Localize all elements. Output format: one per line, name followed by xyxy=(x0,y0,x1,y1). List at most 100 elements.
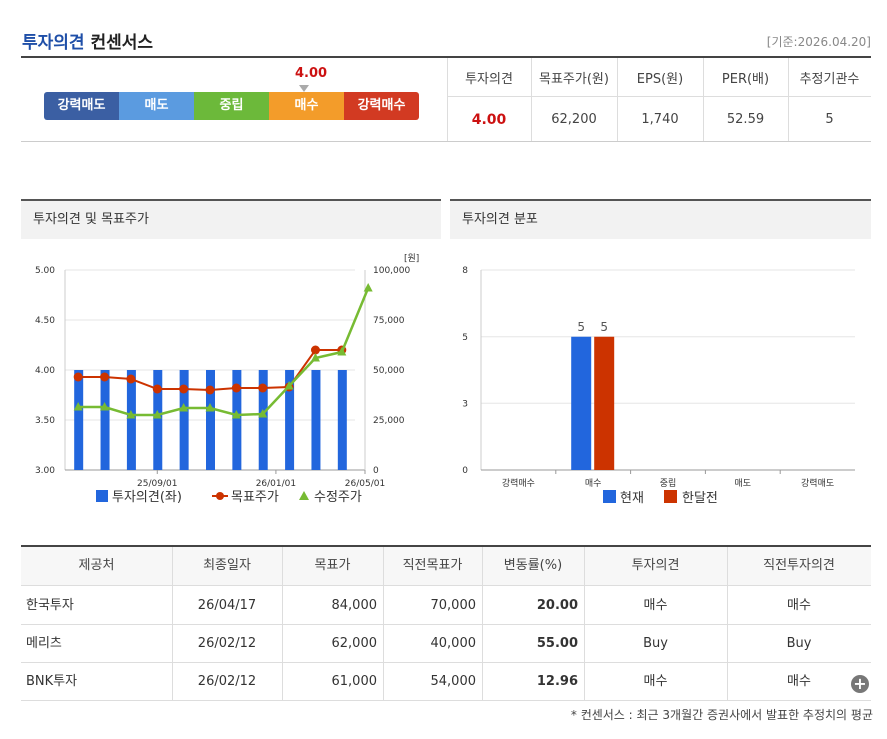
table-header: 최종일자 xyxy=(172,547,282,585)
base-date: [기준:2026.04.20] xyxy=(766,35,871,49)
table-cell: 55.00 xyxy=(536,636,578,651)
table-cell: 매수 xyxy=(787,598,811,613)
table-cell: 매수 xyxy=(643,598,668,613)
rating-segment: 강력매도 xyxy=(44,92,119,120)
adjusted-price-point xyxy=(337,347,347,356)
x-tick-label: 강력매도 xyxy=(801,477,834,489)
opinion-bar xyxy=(337,370,347,470)
y-left-tick: 3.50 xyxy=(35,416,55,426)
x-tick-label: 강력매수 xyxy=(502,477,535,489)
table-header: 직전목표가 xyxy=(383,547,482,585)
summary-header: PER(배) xyxy=(721,72,770,87)
table-cell: Buy xyxy=(643,636,668,651)
opinion-bar xyxy=(258,370,268,470)
y-left-tick: 4.00 xyxy=(35,366,55,376)
summary-divider xyxy=(703,58,704,141)
target-price-point xyxy=(310,345,320,355)
summary-value: 52.59 xyxy=(726,112,765,127)
table-col-divider xyxy=(282,547,283,700)
table-col-divider xyxy=(383,547,384,700)
summary-header: 투자의견 xyxy=(465,72,513,87)
y-tick: 3 xyxy=(462,399,468,409)
page-title: 투자의견 컨센서스 xyxy=(22,28,153,53)
adjusted-price-point xyxy=(363,283,373,292)
opinion-bar xyxy=(153,370,163,470)
legend-label: 투자의견(좌) xyxy=(112,490,182,505)
title-blue: 투자의견 xyxy=(22,33,85,53)
adjusted-price-point xyxy=(284,381,294,390)
legend-label: 수정주가 xyxy=(314,490,362,505)
table-cell: 12.96 xyxy=(536,674,578,689)
summary-value: 5 xyxy=(825,112,834,127)
opinion-bar xyxy=(232,370,242,470)
target-price-point xyxy=(231,383,241,393)
table-cell: 70,000 xyxy=(430,598,477,613)
table-row-divider xyxy=(21,662,871,663)
table-row-divider xyxy=(21,700,871,701)
legend-marker xyxy=(299,491,309,500)
y-right-tick: 0 xyxy=(373,466,379,476)
target-price-point xyxy=(179,384,189,394)
table-header: 투자의견 xyxy=(584,547,727,585)
rating-segment: 매수 xyxy=(269,92,344,120)
summary-header: 목표주가(원) xyxy=(539,72,609,87)
table-cell: Buy xyxy=(786,636,812,651)
y-left-tick: 4.50 xyxy=(35,316,55,326)
x-tick-label: 26/01/01 xyxy=(256,479,296,489)
table-cell: 61,000 xyxy=(331,674,378,689)
table-cell: 26/02/12 xyxy=(197,636,257,651)
summary-value: 1,740 xyxy=(641,112,679,127)
adjusted-price-point xyxy=(179,403,189,412)
summary-divider xyxy=(617,58,618,141)
table-row-divider xyxy=(21,624,871,625)
y-right-tick: 50,000 xyxy=(373,366,405,376)
rating-score: 4.00 xyxy=(295,66,328,81)
summary-divider xyxy=(447,58,448,141)
distribution-bar xyxy=(571,336,592,470)
summary-row-divider xyxy=(447,96,871,97)
adjusted-price-point xyxy=(231,410,241,419)
table-cell: 26/04/17 xyxy=(197,598,257,613)
table-col-divider xyxy=(584,547,585,700)
y-left-tick: 5.00 xyxy=(35,266,55,276)
legend-label: 목표주가 xyxy=(231,490,279,505)
target-price-point xyxy=(205,385,215,395)
table-cell: BNK투자 xyxy=(26,674,78,689)
legend-swatch xyxy=(603,490,616,503)
distribution-bar xyxy=(594,336,615,470)
table-cell: 62,000 xyxy=(331,636,378,651)
opinion-bar xyxy=(285,370,295,470)
table-cell: 20.00 xyxy=(536,598,578,613)
opinion-bar xyxy=(126,370,136,470)
legend-label: 한달전 xyxy=(682,491,718,506)
summary-bottom-line xyxy=(21,141,871,142)
rating-segment: 강력매수 xyxy=(344,92,419,120)
summary-value: 62,200 xyxy=(551,112,597,127)
table-col-divider xyxy=(172,547,173,700)
target-price-point xyxy=(258,383,268,393)
table-cell: 26/02/12 xyxy=(197,674,257,689)
summary-header: EPS(원) xyxy=(636,72,684,87)
table-col-divider xyxy=(482,547,483,700)
y-tick: 0 xyxy=(462,466,468,476)
table-cell: 84,000 xyxy=(331,598,378,613)
adjusted-price-point xyxy=(258,409,268,418)
bar-data-label: 5 xyxy=(577,320,585,334)
rating-marker-icon xyxy=(299,85,309,92)
opinion-target-chart: 3.00 0 3.50 25,000 4.00 50,000 4.50 75,000 5.00 1… xyxy=(35,253,419,505)
target-price-point xyxy=(152,384,162,394)
y-right-tick: 75,000 xyxy=(373,316,405,326)
more-button[interactable]: + xyxy=(851,675,869,693)
adjusted-price-point xyxy=(100,402,110,411)
unit-label: [원] xyxy=(404,253,419,264)
table-cell: 메리츠 xyxy=(26,636,62,651)
table-cell: 40,000 xyxy=(430,636,477,651)
y-right-tick: 100,000 xyxy=(373,266,410,276)
legend-swatch xyxy=(664,490,677,503)
top-divider xyxy=(21,56,871,58)
table-cell: 매수 xyxy=(643,674,668,689)
adjusted-price-point xyxy=(152,410,162,419)
y-tick: 5 xyxy=(462,333,468,343)
summary-header: 추정기관수 xyxy=(799,72,860,87)
x-tick-label: 매도 xyxy=(735,478,752,489)
